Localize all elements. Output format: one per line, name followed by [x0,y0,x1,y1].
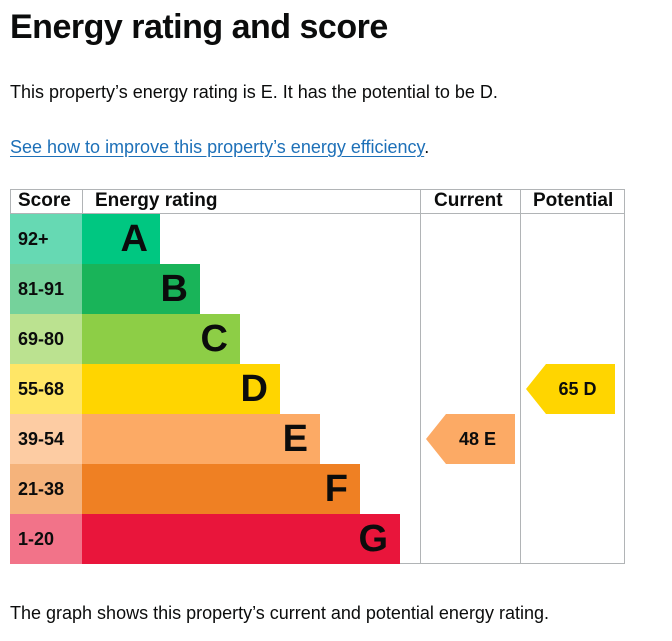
band-letter: G [358,518,388,560]
band-bar: E [82,414,320,464]
header-current: Current [434,190,503,211]
page-title: Energy rating and score [10,8,388,46]
header-bottom-border [10,213,625,214]
band-letter: B [160,268,188,310]
band-letter: F [324,468,348,510]
band-bar: F [82,464,360,514]
band-score: 21-38 [10,464,82,514]
potential-rating-arrow: 65 D [526,364,615,414]
band-letter: C [200,318,228,360]
current-rating-arrow: 48 E [426,414,515,464]
band-score: 69-80 [10,314,82,364]
graph-description: The graph shows this property’s current … [10,603,549,623]
score-col-divider [82,189,83,214]
link-suffix: . [424,137,430,157]
band-score: 1-20 [10,514,82,564]
improve-efficiency-link[interactable]: See how to improve this property’s energ… [10,137,425,157]
table-top-border [10,189,625,190]
energy-rating-chart: Score Energy rating Current Potential 92… [10,189,625,564]
band-bar: G [82,514,400,564]
band-score: 39-54 [10,414,82,464]
band-score: 55-68 [10,364,82,414]
table-right-border [624,189,625,564]
header-energy-rating: Energy rating [95,190,218,211]
band-letter: E [282,418,308,460]
band-bar: C [82,314,240,364]
band-bar: B [82,264,200,314]
band-score: 92+ [10,214,82,264]
header-potential: Potential [533,190,614,211]
improve-link-line: See how to improve this property’s energ… [10,137,429,158]
band-bar: D [82,364,280,414]
band-score: 81-91 [10,264,82,314]
current-col-divider [520,189,521,564]
header-score: Score [18,190,71,211]
band-letter: A [120,218,148,260]
band-letter: D [240,368,268,410]
rating-col-divider [420,189,421,564]
band-bar: A [82,214,160,264]
rating-summary: This property’s energy rating is E. It h… [10,82,498,102]
